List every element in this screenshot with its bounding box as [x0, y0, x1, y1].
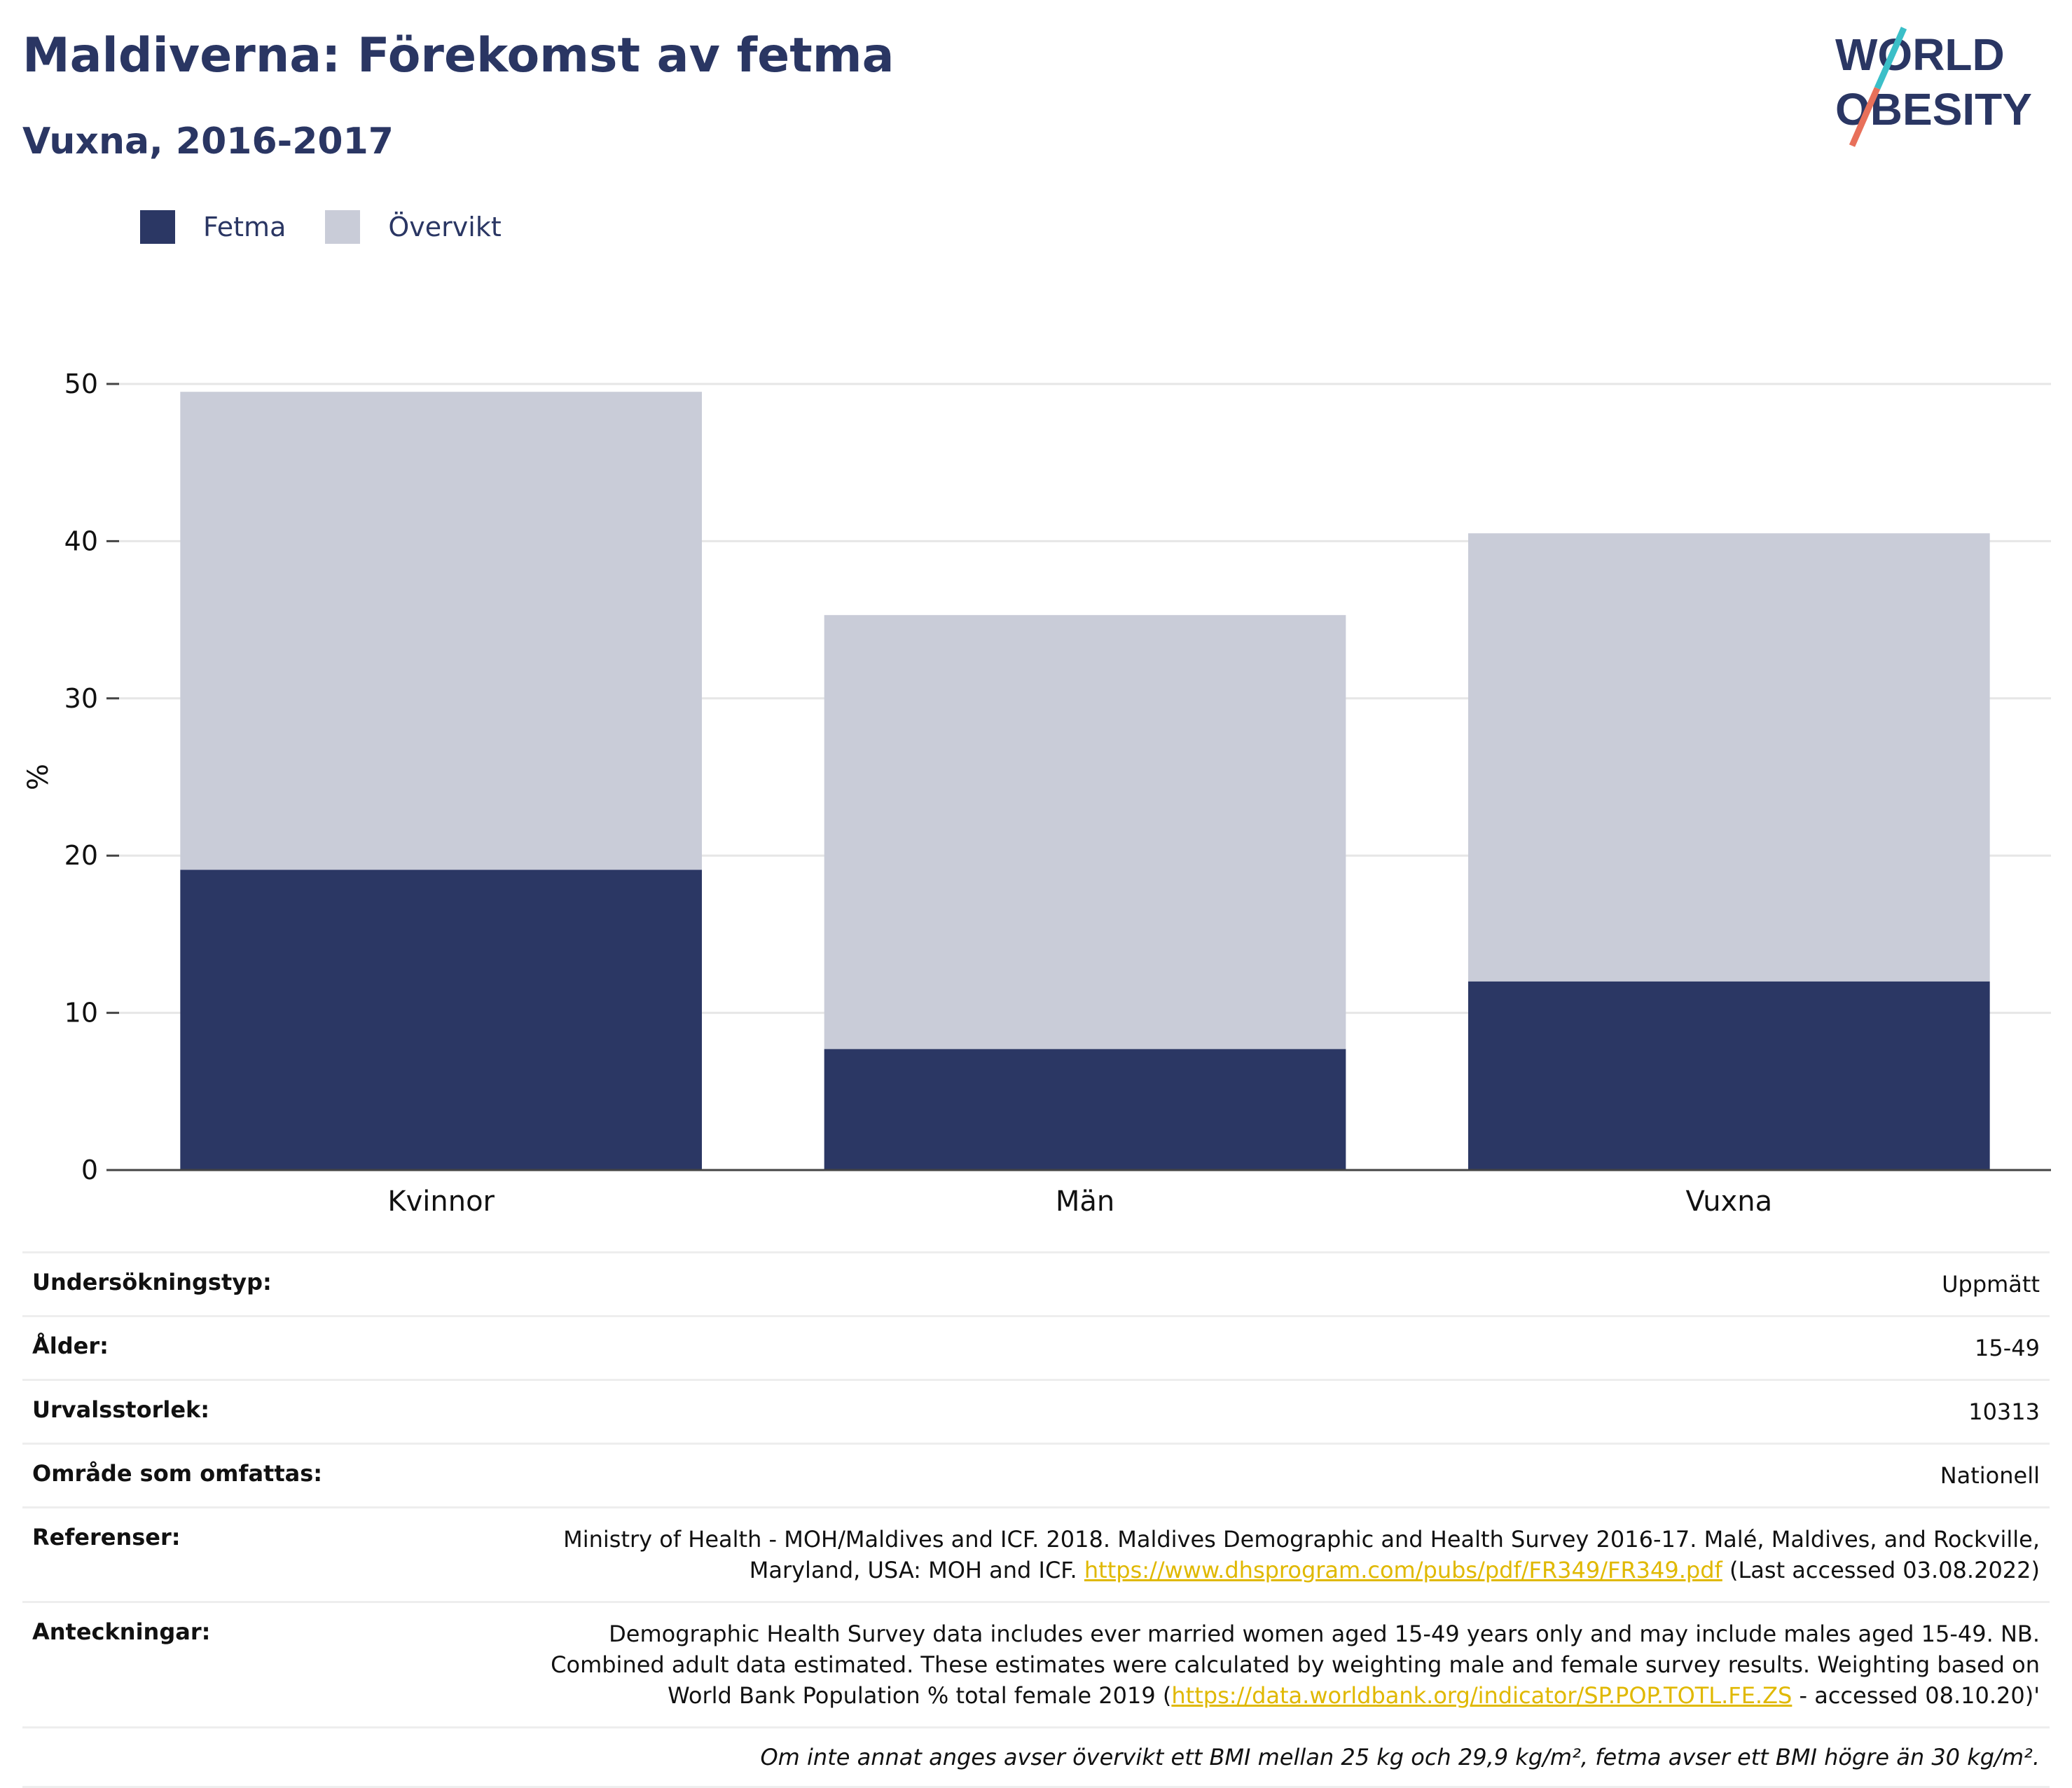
- info-key: Urvalsstorlek:: [32, 1396, 210, 1423]
- bar-overvikt-män: [824, 614, 1346, 1050]
- y-tick-label: 30: [64, 683, 98, 714]
- info-row-survey-type: Undersökningstyp: Uppmätt: [22, 1251, 2050, 1315]
- notes-line2: Combined adult data estimated. These est…: [551, 1651, 2040, 1678]
- notes-line1: Demographic Health Survey data includes …: [609, 1621, 2040, 1647]
- info-key: Referenser:: [32, 1524, 181, 1550]
- bar-fetma-vuxna: [1468, 981, 1990, 1170]
- info-row-age: Ålder: 15-49: [22, 1315, 2050, 1379]
- legend-item-overvikt: Övervikt: [325, 210, 502, 244]
- info-value: 15-49: [1975, 1335, 2040, 1361]
- legend-item-fetma: Fetma: [140, 210, 286, 244]
- logo-line1: WORLD: [1835, 29, 2005, 80]
- bar-fetma-män: [824, 1049, 1346, 1170]
- info-value: 10313: [1968, 1398, 2040, 1425]
- info-key: Område som omfattas:: [32, 1460, 323, 1487]
- info-row-references: Referenser: Ministry of Health - MOH/Mal…: [22, 1506, 2050, 1601]
- notes-line3-post: - accessed 08.10.20)': [1792, 1682, 2040, 1709]
- info-row-notes: Anteckningar: Demographic Health Survey …: [22, 1601, 2050, 1726]
- y-tick-label: 40: [64, 525, 98, 556]
- y-tick-label: 50: [64, 369, 98, 399]
- info-value: Uppmätt: [1942, 1271, 2040, 1298]
- references-line1: Ministry of Health - MOH/Maldives and IC…: [563, 1526, 2040, 1553]
- legend-label-fetma: Fetma: [203, 212, 286, 242]
- bar-fetma-kvinnor: [180, 869, 702, 1170]
- x-tick-label: Män: [1056, 1185, 1114, 1218]
- notes-text: Demographic Health Survey data includes …: [551, 1618, 2040, 1711]
- logo-slash-bottom: [1849, 87, 1881, 147]
- info-row-coverage: Område som omfattas: Nationell: [22, 1443, 2050, 1506]
- legend-swatch-fetma: [140, 210, 175, 244]
- notes-link[interactable]: https://data.worldbank.org/indicator/SP.…: [1171, 1682, 1793, 1709]
- y-tick-label: 0: [81, 1155, 98, 1185]
- chart-subtitle: Vuxna, 2016-2017: [22, 121, 394, 163]
- info-row-footnote: Om inte annat anges avser övervikt ett B…: [22, 1726, 2050, 1788]
- info-table: Undersökningstyp: Uppmätt Ålder: 15-49 U…: [22, 1251, 2050, 1788]
- info-key: Ålder:: [32, 1333, 109, 1359]
- legend: Fetma Övervikt: [140, 209, 541, 245]
- references-line2-post: (Last accessed 03.08.2022): [1722, 1557, 2040, 1583]
- info-key: Undersökningstyp:: [32, 1269, 272, 1295]
- legend-label-overvikt: Övervikt: [388, 212, 502, 242]
- logo-slash-top: [1874, 27, 1907, 90]
- x-tick-label: Kvinnor: [387, 1185, 495, 1218]
- footnote: Om inte annat anges avser övervikt ett B…: [760, 1744, 2040, 1770]
- world-obesity-logo: WORLD OBESITY: [1835, 27, 2032, 147]
- chart-title: Maldiverna: Förekomst av fetma: [22, 28, 895, 83]
- y-axis-label: %: [22, 764, 55, 790]
- info-key: Anteckningar:: [32, 1618, 211, 1645]
- info-row-sample-size: Urvalsstorlek: 10313: [22, 1379, 2050, 1443]
- bar-overvikt-vuxna: [1468, 533, 1990, 982]
- references-text: Ministry of Health - MOH/Maldives and IC…: [563, 1524, 2040, 1586]
- stacked-bar-chart: 0 10 20 30 40 50% Kvinnor Män Vuxna: [22, 369, 2051, 1218]
- references-link[interactable]: https://www.dhsprogram.com/pubs/pdf/FR34…: [1084, 1557, 1722, 1583]
- y-tick-label: 20: [64, 840, 98, 871]
- notes-line3-pre: World Bank Population % total female 201…: [668, 1682, 1172, 1709]
- info-value: Nationell: [1940, 1462, 2040, 1489]
- references-line2-pre: Maryland, USA: MOH and ICF.: [749, 1557, 1084, 1583]
- legend-swatch-overvikt: [325, 210, 361, 244]
- y-tick-label: 10: [64, 998, 98, 1029]
- x-tick-label: Vuxna: [1686, 1185, 1773, 1218]
- bar-overvikt-kvinnor: [180, 392, 702, 870]
